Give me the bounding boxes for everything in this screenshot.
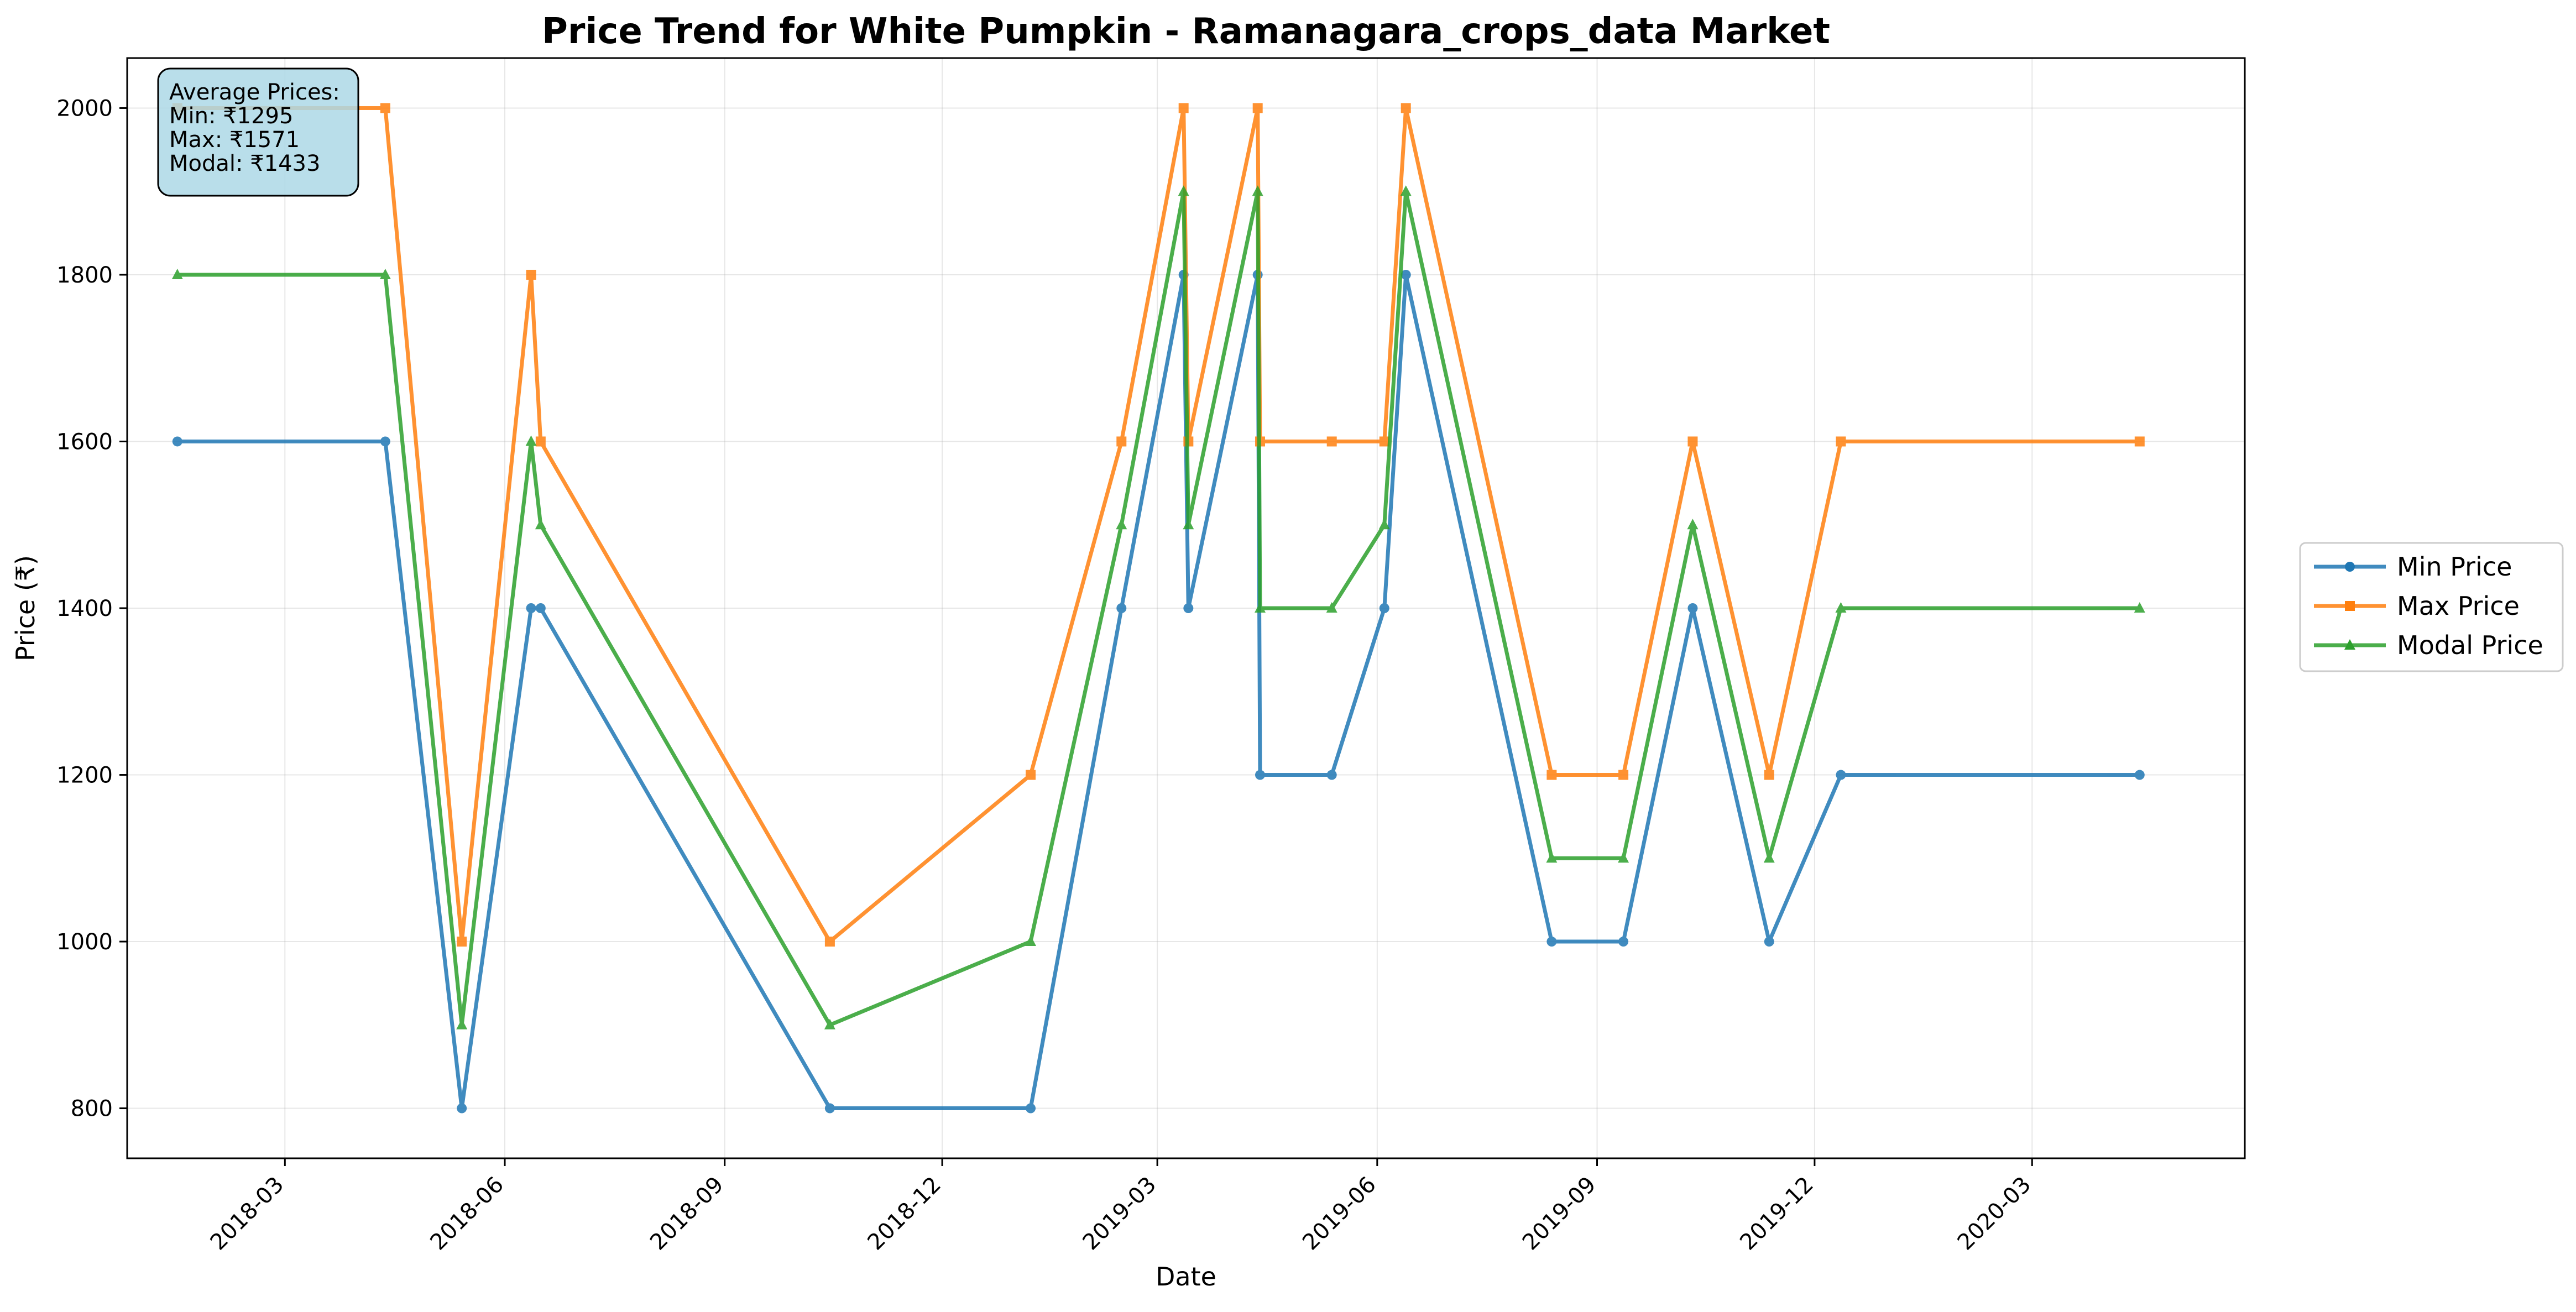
legend-marker bbox=[2345, 562, 2355, 572]
data-point-modal-price bbox=[1183, 519, 1194, 530]
data-point-max-price bbox=[824, 937, 835, 947]
data-point-modal-price bbox=[2134, 602, 2145, 613]
data-point-min-price bbox=[1546, 937, 1557, 947]
data-point-max-price bbox=[1026, 770, 1036, 780]
data-point-modal-price bbox=[1687, 519, 1699, 530]
data-point-min-price bbox=[1326, 770, 1337, 780]
data-point-modal-price bbox=[1835, 602, 1847, 613]
legend-item-min-price: Min Price bbox=[2314, 552, 2512, 582]
data-point-min-price bbox=[1116, 603, 1127, 613]
data-point-min-price bbox=[1255, 770, 1266, 780]
data-point-modal-price bbox=[824, 1018, 835, 1029]
data-point-modal-price bbox=[171, 268, 183, 279]
annotation-line: Min: ₹1295 bbox=[169, 103, 293, 129]
data-point-min-price bbox=[1687, 603, 1698, 613]
data-point-modal-price bbox=[456, 1018, 468, 1029]
chart-title: Price Trend for White Pumpkin - Ramanaga… bbox=[542, 11, 1830, 52]
legend-box bbox=[2299, 542, 2564, 672]
data-point-max-price bbox=[457, 937, 467, 947]
data-point-max-price bbox=[526, 269, 536, 280]
y-axis: 800 1000 1200 1400 1600 1800 2000 bbox=[56, 96, 127, 1122]
y-tick-label: 1200 bbox=[56, 763, 113, 788]
data-point-min-price bbox=[1764, 937, 1774, 947]
legend-marker bbox=[2345, 601, 2355, 611]
y-tick-label: 1800 bbox=[56, 263, 113, 288]
data-point-max-price bbox=[1379, 436, 1389, 447]
x-axis-label: Date bbox=[1156, 1262, 1216, 1292]
data-point-min-price bbox=[457, 1103, 467, 1114]
data-point-min-price bbox=[1836, 770, 1846, 780]
legend-label: Max Price bbox=[2397, 591, 2520, 621]
data-point-modal-price bbox=[1618, 852, 1629, 863]
y-tick-label: 2000 bbox=[56, 96, 113, 121]
legend: Min Price Max Price Modal Price bbox=[2299, 542, 2564, 672]
data-point-min-price bbox=[1379, 603, 1389, 613]
legend-item-max-price: Max Price bbox=[2314, 591, 2520, 621]
y-tick-label: 1600 bbox=[56, 429, 113, 454]
data-point-modal-price bbox=[1178, 185, 1189, 196]
data-point-modal-price bbox=[1546, 852, 1558, 863]
data-point-max-price bbox=[535, 436, 546, 447]
data-point-min-price bbox=[526, 603, 536, 613]
legend-label: Modal Price bbox=[2397, 630, 2543, 660]
legend-label: Min Price bbox=[2397, 552, 2512, 582]
data-point-max-price bbox=[1252, 103, 1263, 113]
data-point-max-price bbox=[1618, 770, 1629, 780]
data-point-modal-price bbox=[1378, 519, 1390, 530]
legend-item-modal-price: Modal Price bbox=[2314, 630, 2543, 660]
y-axis-label: Price (₹) bbox=[11, 555, 40, 661]
data-point-min-price bbox=[172, 436, 182, 447]
data-point-max-price bbox=[1326, 436, 1337, 447]
data-point-min-price bbox=[1618, 937, 1629, 947]
data-point-min-price bbox=[1183, 603, 1194, 613]
data-point-max-price bbox=[1764, 770, 1774, 780]
data-point-max-price bbox=[380, 103, 390, 113]
y-tick-label: 800 bbox=[71, 1096, 113, 1122]
data-point-max-price bbox=[1687, 436, 1698, 447]
data-point-max-price bbox=[1178, 103, 1189, 113]
annotation-line: Average Prices: bbox=[169, 80, 340, 105]
average-prices-annotation: Average Prices: Min: ₹1295 Max: ₹1571 Mo… bbox=[157, 67, 359, 197]
data-point-modal-price bbox=[1116, 519, 1127, 530]
data-point-modal-price bbox=[1763, 852, 1775, 863]
data-point-modal-price bbox=[1326, 602, 1337, 613]
data-point-max-price bbox=[2134, 436, 2145, 447]
annotation-line: Modal: ₹1433 bbox=[169, 151, 320, 176]
data-point-max-price bbox=[1116, 436, 1127, 447]
data-point-min-price bbox=[1026, 1103, 1036, 1114]
data-point-min-price bbox=[380, 436, 390, 447]
data-point-min-price bbox=[824, 1103, 835, 1114]
data-point-max-price bbox=[1546, 770, 1557, 780]
y-tick-label: 1000 bbox=[56, 929, 113, 955]
data-point-min-price bbox=[2134, 770, 2145, 780]
data-point-max-price bbox=[1401, 103, 1411, 113]
data-point-modal-price bbox=[379, 268, 391, 279]
series-modal-price bbox=[171, 185, 2145, 1029]
annotation-line: Max: ₹1571 bbox=[169, 127, 300, 153]
annotation-box-background bbox=[157, 67, 359, 197]
data-point-modal-price bbox=[1252, 185, 1263, 196]
y-tick-label: 1400 bbox=[56, 596, 113, 621]
data-point-max-price bbox=[1836, 436, 1846, 447]
data-point-modal-price bbox=[525, 435, 537, 446]
data-point-modal-price bbox=[1400, 185, 1412, 196]
data-point-modal-price bbox=[1025, 935, 1037, 947]
data-point-min-price bbox=[1401, 269, 1411, 280]
legend-marker bbox=[2344, 639, 2355, 650]
data-point-min-price bbox=[535, 603, 546, 613]
data-point-modal-price bbox=[535, 519, 546, 530]
data-point-modal-price bbox=[1255, 602, 1266, 613]
